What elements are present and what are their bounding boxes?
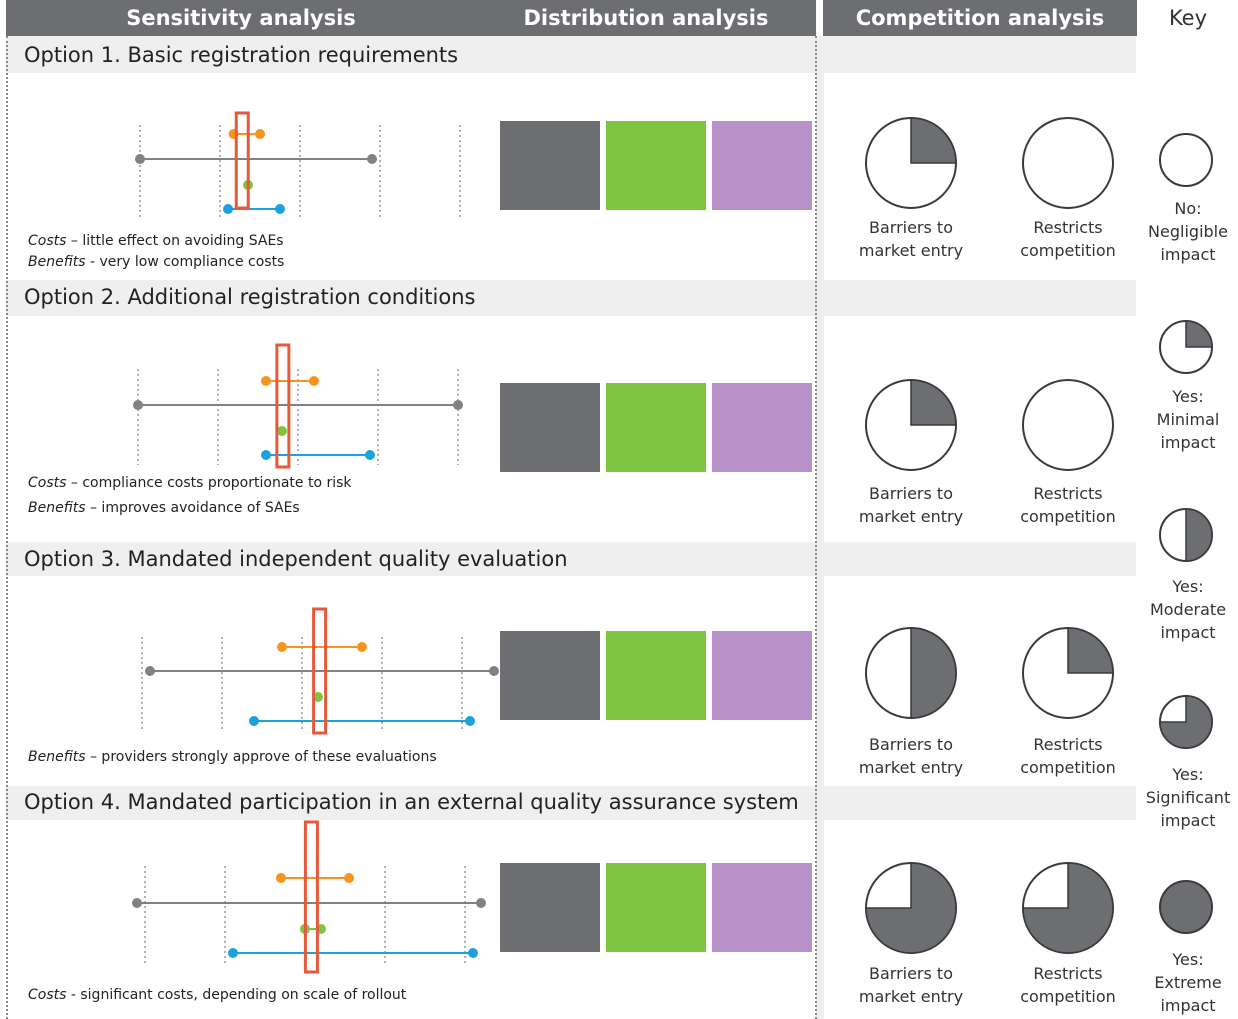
restricts-label-line: Restricts — [1033, 964, 1103, 983]
sensitivity-header: Sensitivity analysis — [6, 0, 476, 36]
key-label-line: No: — [1174, 199, 1202, 218]
note-key: Benefits — [28, 254, 86, 270]
key-label-2: Yes: Moderate impact — [1138, 575, 1238, 644]
restricts-label-line: Restricts — [1033, 735, 1103, 754]
option-2-note-0: Costs – compliance costs proportionate t… — [28, 475, 352, 491]
note-key: Costs — [28, 987, 67, 1003]
key-label-1: Yes: Minimal impact — [1138, 385, 1238, 454]
option-3-dist-2 — [712, 631, 812, 720]
barriers-label-line: Barriers to — [868, 735, 953, 754]
barriers-label-line: market entry — [858, 241, 964, 260]
option-1-note-0: Costs – little effect on avoiding SAEs — [28, 233, 284, 249]
option-2-dist-0 — [500, 383, 600, 472]
key-pie-4 — [1159, 880, 1213, 934]
key-label-line: Moderate — [1149, 600, 1227, 619]
restricts-label-line: competition — [1020, 987, 1116, 1006]
option-2-restricts-label: Restricts competition — [998, 482, 1138, 528]
restricts-label-line: competition — [1020, 507, 1116, 526]
column-separator — [815, 36, 817, 1019]
distribution-header: Distribution analysis — [476, 0, 816, 36]
option-3-title: Option 3. Mandated independent quality e… — [24, 547, 568, 571]
option-2-title: Option 2. Additional registration condit… — [24, 285, 476, 309]
key-pie-1 — [1159, 320, 1213, 374]
option-4-dist-2 — [712, 863, 812, 952]
key-label-line: Yes: — [1172, 577, 1204, 596]
restricts-label-line: competition — [1020, 758, 1116, 777]
note-text: - significant costs, depending on scale … — [66, 987, 407, 1003]
option-1-barriers-label: Barriers to market entry — [841, 216, 981, 262]
note-text: – little effect on avoiding SAEs — [66, 233, 284, 249]
key-label-line: impact — [1160, 623, 1216, 642]
option-2-barriers-label: Barriers to market entry — [841, 482, 981, 528]
note-key: Benefits — [28, 749, 86, 765]
option-3-barriers-label: Barriers to market entry — [841, 733, 981, 779]
option-2-dist-1 — [606, 383, 706, 472]
note-text: – compliance costs proportionate to risk — [66, 475, 352, 491]
option-4-dist-0 — [500, 863, 600, 952]
note-key: Costs — [28, 475, 67, 491]
key-pie-0 — [1159, 133, 1213, 187]
key-label-line: impact — [1160, 433, 1216, 452]
key-label-line: Yes: — [1172, 765, 1204, 784]
key-pie-3 — [1159, 695, 1213, 749]
option-1-dist-0 — [500, 121, 600, 210]
left-border — [6, 36, 8, 1019]
note-text: – providers strongly approve of these ev… — [85, 749, 437, 765]
key-label-0: No: Negligible impact — [1138, 197, 1238, 266]
option-3-dist-1 — [606, 631, 706, 720]
key-label-line: Extreme — [1154, 973, 1222, 992]
key-label-line: Minimal — [1156, 410, 1220, 429]
barriers-label-line: market entry — [858, 758, 964, 777]
option-4-barriers-label: Barriers to market entry — [841, 962, 981, 1008]
key-label-line: impact — [1160, 245, 1216, 264]
barriers-label-line: Barriers to — [868, 484, 953, 503]
option-1-dist-1 — [606, 121, 706, 210]
restricts-label-line: Restricts — [1033, 218, 1103, 237]
restricts-label-line: Restricts — [1033, 484, 1103, 503]
key-label-line: Yes: — [1172, 387, 1204, 406]
key-label-line: impact — [1160, 811, 1216, 830]
option-4-dist-1 — [606, 863, 706, 952]
option-3-restricts-label: Restricts competition — [998, 733, 1138, 779]
key-pie-2 — [1159, 508, 1213, 562]
option-1-title: Option 1. Basic registration requirement… — [24, 43, 459, 67]
barriers-label-line: Barriers to — [868, 964, 953, 983]
key-label-line: impact — [1160, 996, 1216, 1015]
note-key: Costs — [28, 233, 67, 249]
option-4-note-0: Costs - significant costs, depending on … — [28, 987, 406, 1003]
option-4-title: Option 4. Mandated participation in an e… — [24, 790, 799, 814]
option-3-note-0: Benefits – providers strongly approve of… — [28, 749, 437, 765]
option-4-restricts-label: Restricts competition — [998, 962, 1138, 1008]
note-text: - very low compliance costs — [85, 254, 285, 270]
note-key: Benefits — [28, 500, 86, 516]
option-2-note-1: Benefits – improves avoidance of SAEs — [28, 500, 300, 516]
barriers-label-line: market entry — [858, 507, 964, 526]
competition-header: Competition analysis — [823, 0, 1137, 36]
key-label-3: Yes: Significant impact — [1138, 763, 1238, 832]
key-label-4: Yes: Extreme impact — [1138, 948, 1238, 1017]
option-2-dist-2 — [712, 383, 812, 472]
key-label-line: Yes: — [1172, 950, 1204, 969]
key-label-line: Negligible — [1148, 222, 1228, 241]
option-1-restricts-label: Restricts competition — [998, 216, 1138, 262]
key-header: Key — [1168, 6, 1208, 30]
key-label-line: Significant — [1145, 788, 1231, 807]
barriers-label-line: Barriers to — [868, 218, 953, 237]
note-text: – improves avoidance of SAEs — [85, 500, 300, 516]
restricts-label-line: competition — [1020, 241, 1116, 260]
option-3-dist-0 — [500, 631, 600, 720]
barriers-label-line: market entry — [858, 987, 964, 1006]
option-1-dist-2 — [712, 121, 812, 210]
option-1-note-1: Benefits - very low compliance costs — [28, 254, 284, 270]
